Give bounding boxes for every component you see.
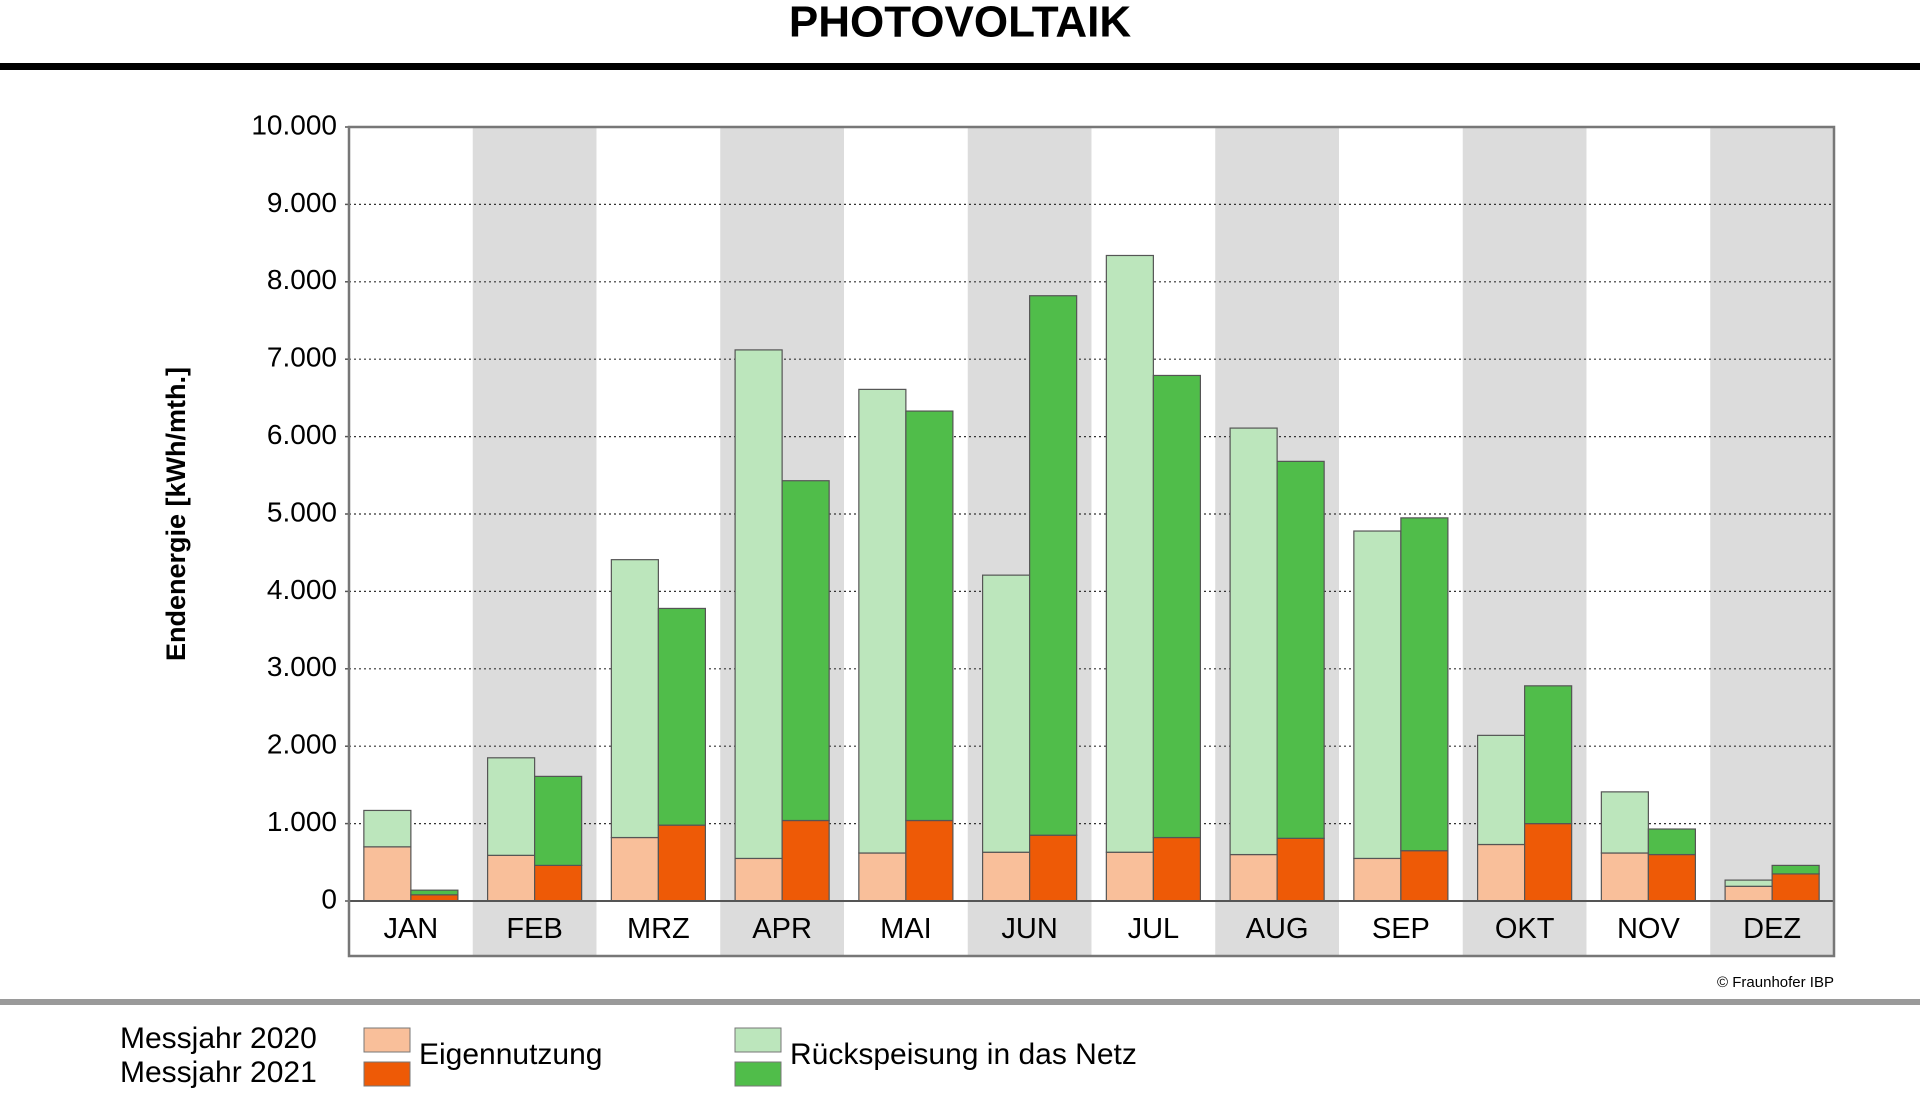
y-tick-label: 7.000 xyxy=(267,342,337,373)
bar-segment xyxy=(858,852,907,902)
band-shade xyxy=(1710,127,1834,956)
bar-segment xyxy=(1276,460,1325,839)
y-tick-label: 5.000 xyxy=(267,496,337,527)
bar-segment xyxy=(534,775,583,866)
bar-segment xyxy=(1600,852,1649,902)
bar-segment xyxy=(1724,885,1773,902)
bar-segment xyxy=(1029,834,1078,902)
legend-swatch xyxy=(734,1027,782,1053)
bar-segment xyxy=(1105,254,1154,853)
legend-label: Eigennutzung xyxy=(419,1038,603,1071)
x-tick-label: SEP xyxy=(1372,913,1430,945)
bar-segment xyxy=(1229,853,1278,902)
legend-swatch xyxy=(363,1061,411,1087)
legend-label: Rückspeisung in das Netz xyxy=(790,1038,1137,1071)
x-tick-label: JUN xyxy=(1001,913,1057,945)
bar-segment xyxy=(1724,879,1773,887)
bar-segment xyxy=(610,836,659,902)
bar-segment xyxy=(981,574,1031,853)
x-tick-label: JAN xyxy=(383,913,438,945)
bar-segment xyxy=(1400,850,1449,902)
y-tick-label: 9.000 xyxy=(267,187,337,218)
bar-segment xyxy=(1771,873,1820,902)
bar-segment xyxy=(487,757,536,856)
bar-segment xyxy=(1029,295,1078,836)
bar-segment xyxy=(1647,828,1697,856)
bar-segment xyxy=(1524,685,1573,825)
bar-segment xyxy=(781,480,830,822)
y-tick-label: 3.000 xyxy=(267,651,337,682)
bar-segment xyxy=(1771,864,1820,875)
bottom-rule xyxy=(0,999,1920,1005)
x-tick-label: MRZ xyxy=(627,913,690,945)
bar-segment xyxy=(363,809,412,848)
x-tick-label: FEB xyxy=(506,913,562,945)
y-tick-label: 10.000 xyxy=(251,109,337,140)
bar-segment xyxy=(1229,427,1278,856)
bar-segment xyxy=(1476,734,1526,846)
bar-segment xyxy=(657,607,707,826)
y-tick-label: 0 xyxy=(321,883,337,914)
legend-row-label: Messjahr 2020 xyxy=(120,1022,317,1055)
x-tick-label: MAI xyxy=(880,913,932,945)
bar-segment xyxy=(781,819,830,902)
bar-segment xyxy=(1400,517,1449,852)
bar-segment xyxy=(905,410,954,822)
bar-segment xyxy=(858,388,907,854)
bar-segment xyxy=(905,819,954,902)
bar-segment xyxy=(1476,843,1526,902)
bar-segment xyxy=(657,824,707,902)
y-tick-label: 1.000 xyxy=(267,806,337,837)
bar-segment xyxy=(363,846,412,902)
bar-segment xyxy=(410,889,459,896)
bar-segment xyxy=(1276,837,1325,902)
bar-segment xyxy=(1152,374,1202,839)
credit: © Fraunhofer IBP xyxy=(1717,974,1834,991)
bar-segment xyxy=(610,559,659,839)
bar-segment xyxy=(487,854,536,902)
bar-segment xyxy=(734,349,783,860)
bar-segment xyxy=(734,857,783,902)
top-rule xyxy=(0,63,1920,70)
legend-swatch xyxy=(734,1061,782,1087)
y-tick-label: 8.000 xyxy=(267,264,337,295)
y-tick-label: 6.000 xyxy=(267,419,337,450)
bar-segment xyxy=(1353,530,1402,860)
plot-frame xyxy=(347,125,1836,958)
bar-segment xyxy=(1600,791,1649,854)
y-tick-label: 4.000 xyxy=(267,574,337,605)
x-tick-label: JUL xyxy=(1128,913,1180,945)
y-tick-label: 2.000 xyxy=(267,729,337,760)
x-tick-label: NOV xyxy=(1617,913,1681,945)
bar-segment xyxy=(1152,836,1202,902)
x-tick-label: DEZ xyxy=(1743,913,1801,945)
legend-swatch xyxy=(363,1027,411,1053)
legend-row-label: Messjahr 2021 xyxy=(120,1056,317,1089)
chart-title: PHOTOVOLTAIK xyxy=(789,0,1131,47)
bar-segment xyxy=(1647,853,1697,902)
bar-segment xyxy=(1353,857,1402,902)
x-tick-label: AUG xyxy=(1246,913,1309,945)
bar-segment xyxy=(534,864,583,902)
bar-segment xyxy=(1524,822,1573,902)
y-axis-label: Endenergie [kWh/mth.] xyxy=(161,367,191,661)
x-tick-label: OKT xyxy=(1495,913,1555,945)
bar-segment xyxy=(1105,851,1154,902)
x-tick-label: APR xyxy=(752,913,812,945)
bar-segment xyxy=(981,851,1031,902)
